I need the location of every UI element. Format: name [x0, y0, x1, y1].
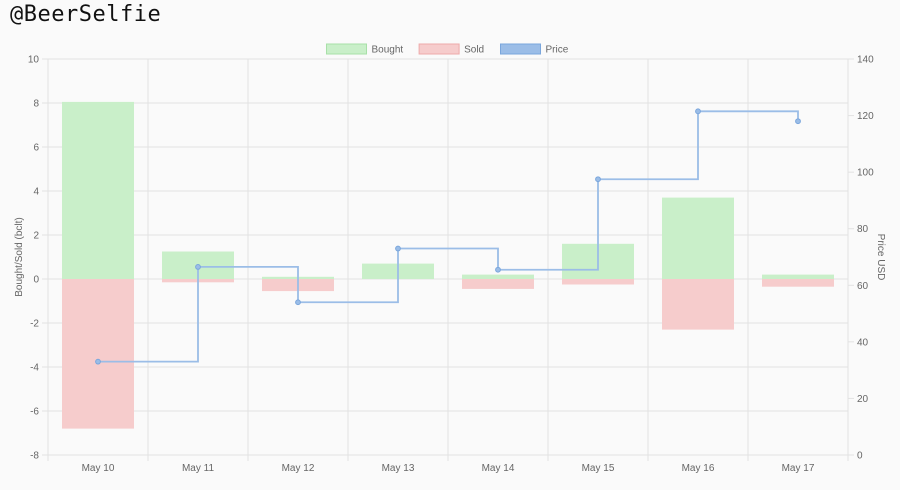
price-line [98, 110, 799, 363]
chart-title: @BeerSelfie [10, 2, 162, 27]
sold-bar [762, 279, 834, 287]
y-left-axis-title: Bought/Sold (bclt) [14, 217, 25, 297]
sold-bar [62, 279, 134, 429]
y-left-tick-label: 2 [33, 231, 39, 242]
price-point [95, 358, 101, 365]
y-left-tick-label: 4 [33, 187, 39, 198]
sold-bar [462, 279, 534, 289]
price-point [795, 118, 801, 125]
x-tick-label: May 14 [482, 463, 515, 474]
y-right-axis-title: Price USD [875, 234, 886, 281]
price-line-layer [95, 108, 801, 365]
legend-item-bought[interactable]: Bought [326, 43, 404, 56]
legend-swatch [326, 43, 367, 55]
x-tick-label: May 15 [582, 463, 615, 474]
price-point [695, 108, 701, 115]
y-right-tick-label: 100 [857, 168, 874, 179]
legend-swatch [500, 43, 541, 55]
x-tick-label: May 17 [782, 463, 815, 474]
legend-label: Price [546, 45, 569, 56]
x-tick-label: May 10 [82, 463, 115, 474]
legend-item-price[interactable]: Price [500, 43, 569, 56]
price-point [295, 299, 301, 306]
price-point [195, 264, 201, 270]
y-right-tick-label: 20 [857, 394, 869, 405]
x-tick-label: May 12 [282, 463, 315, 474]
y-right-tick-label: 120 [857, 111, 874, 122]
y-left-tick-label: 10 [28, 55, 40, 66]
y-right-tick-label: 40 [857, 337, 869, 348]
legend-label: Bought [372, 45, 404, 56]
x-tick-label: May 16 [682, 463, 715, 474]
y-left-tick-label: -2 [30, 319, 39, 330]
y-right-tick-label: 60 [857, 281, 869, 292]
bought-bar [62, 101, 134, 280]
bought-bar [662, 197, 734, 279]
bought-bar [762, 274, 834, 279]
x-tick-label: May 13 [382, 463, 415, 474]
y-left-tick-label: 6 [33, 143, 39, 154]
bought-bar [462, 274, 534, 279]
y-left-tick-label: 0 [33, 275, 39, 286]
y-right-tick-label: 140 [857, 55, 874, 66]
y-left-tick-label: 8 [33, 99, 39, 110]
x-tick-label: May 11 [182, 463, 214, 474]
y-right-tick-label: 80 [857, 224, 869, 235]
y-left-tick-label: -6 [30, 407, 39, 418]
y-left-tick-label: -8 [30, 451, 39, 462]
price-point [395, 245, 401, 252]
price-point [595, 176, 601, 183]
price-point [495, 266, 501, 273]
y-left-tick-label: -4 [30, 363, 39, 374]
sold-bar [562, 279, 634, 285]
y-right-tick-label: 0 [857, 451, 863, 462]
legend-swatch [418, 43, 460, 55]
sold-bar [662, 279, 734, 330]
legend-label: Sold [464, 45, 484, 56]
legend[interactable]: Bought Sold Price [326, 43, 569, 56]
legend-item-sold[interactable]: Sold [418, 43, 484, 56]
